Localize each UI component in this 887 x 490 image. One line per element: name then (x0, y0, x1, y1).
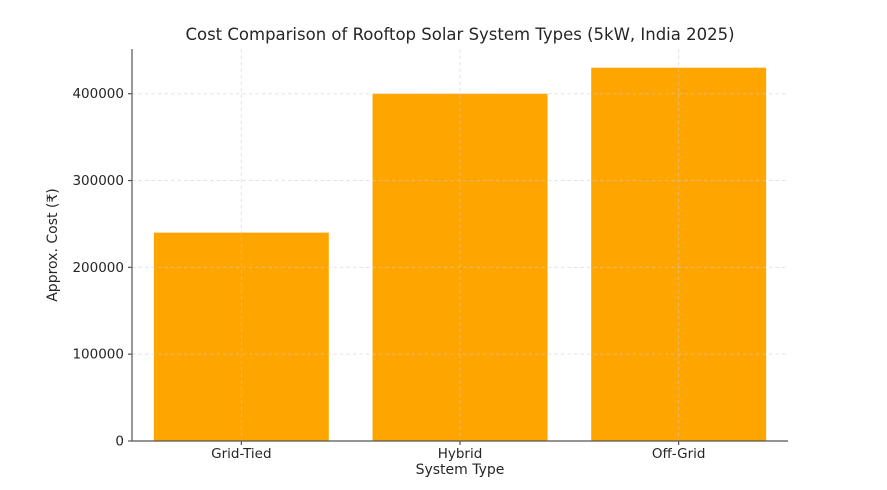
y-tick-label-0: 0 (115, 434, 124, 450)
y-tick-label-300000: 300000 (72, 173, 124, 189)
y-axis-label: Approx. Cost (₹) (45, 188, 61, 302)
chart-layer: 0 100000 200000 300000 400000 Grid-Tied Hybrid… (72, 49, 788, 462)
x-tick-label-hybrid: Hybrid (438, 446, 483, 462)
x-axis-label: System Type (416, 462, 505, 478)
x-tick-label-off-grid: Off-Grid (652, 446, 706, 462)
chart-title: Cost Comparison of Rooftop Solar System … (185, 25, 734, 44)
y-tick-label-400000: 400000 (72, 86, 124, 102)
x-tick-label-grid-tied: Grid-Tied (211, 446, 271, 462)
y-tick-label-200000: 200000 (72, 260, 124, 276)
y-tick-label-100000: 100000 (72, 347, 124, 363)
